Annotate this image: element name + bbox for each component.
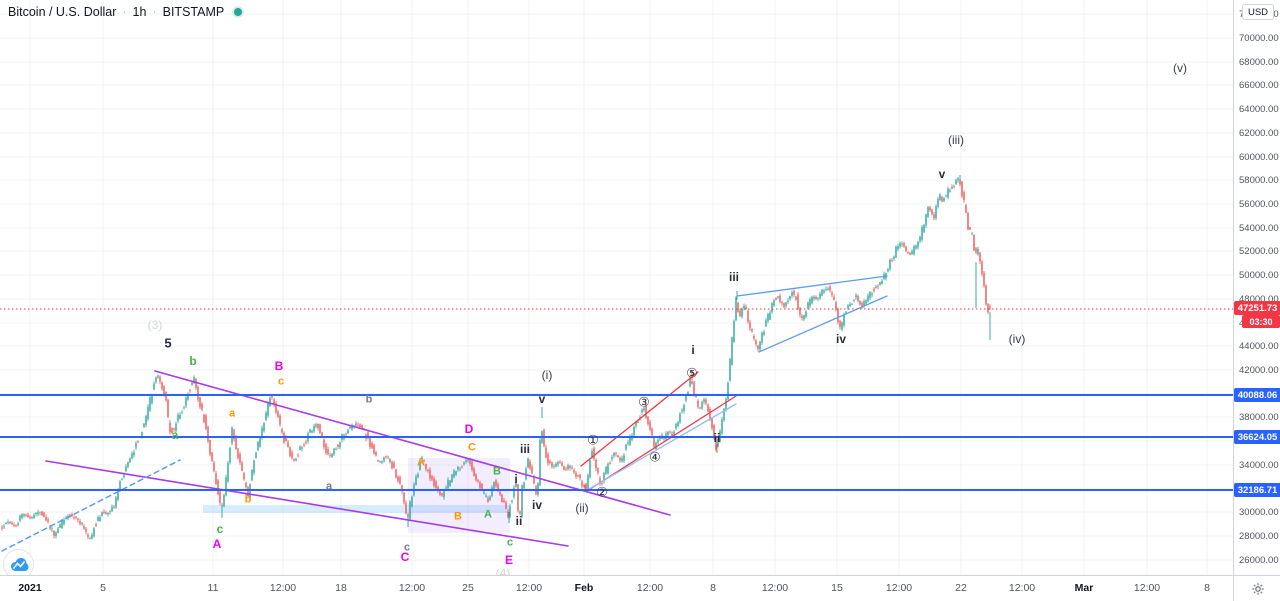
price-badge: 32186.71 <box>1234 483 1280 497</box>
price-axis[interactable]: 72000.0070000.0068000.0066000.0064000.00… <box>1233 0 1280 575</box>
tradingview-logo-button[interactable] <box>3 549 34 575</box>
price-tick-label: 60000.00 <box>1239 151 1279 163</box>
interval-label: 1h <box>132 5 147 19</box>
price-tick-label: 26000.00 <box>1239 554 1279 566</box>
price-badge: 47251.73 <box>1234 301 1280 315</box>
price-tick-label: 42000.00 <box>1239 364 1279 376</box>
time-tick-label: 8 <box>710 582 716 594</box>
time-tick-label: 15 <box>831 582 843 594</box>
candlestick-chart[interactable] <box>0 0 1233 575</box>
price-badge: 40088.06 <box>1234 388 1280 402</box>
price-tick-label: 52000.00 <box>1239 246 1279 258</box>
time-tick-label: 5 <box>100 582 106 594</box>
currency-toggle-button[interactable]: USD <box>1242 4 1274 20</box>
time-tick-label: 25 <box>462 582 474 594</box>
price-tick-label: 62000.00 <box>1239 127 1279 139</box>
price-tick-label: 48000.00 <box>1239 293 1279 305</box>
price-tick-label: 70000.00 <box>1239 33 1279 44</box>
time-tick-label: 12:00 <box>885 582 913 594</box>
price-tick-label: 68000.00 <box>1239 56 1279 68</box>
countdown-badge: 03:30 <box>1242 315 1280 328</box>
price-tick-label: 54000.00 <box>1239 222 1279 234</box>
symbol-legend[interactable]: Bitcoin / U.S. Dollar · 1h · BITSTAMP <box>8 5 243 19</box>
time-tick-label: 12:00 <box>398 582 426 594</box>
time-tick-label: 8 <box>1204 582 1210 594</box>
time-tick-label: 18 <box>335 582 347 594</box>
price-tick-label: 28000.00 <box>1239 530 1279 542</box>
time-tick-label: Mar <box>1074 582 1094 594</box>
price-tick-label: 56000.00 <box>1239 198 1279 210</box>
time-tick-label: 12:00 <box>761 582 789 594</box>
time-tick-label: 12:00 <box>1133 582 1161 594</box>
time-tick-label: Feb <box>574 582 594 594</box>
gear-icon[interactable] <box>1251 582 1265 596</box>
price-tick-label: 50000.00 <box>1239 270 1279 282</box>
time-tick-label: 22 <box>955 582 967 594</box>
price-tick-label: 44000.00 <box>1239 341 1279 353</box>
symbol-title: Bitcoin / U.S. Dollar <box>8 5 117 19</box>
market-status-dot-icon <box>234 8 243 16</box>
time-tick-label: 12:00 <box>636 582 664 594</box>
cloud-chart-icon <box>10 557 28 571</box>
price-badge: 36624.05 <box>1234 430 1280 444</box>
time-tick-label: 11 <box>207 582 219 594</box>
time-tick-label: 12:00 <box>515 582 543 594</box>
price-tick-label: 66000.00 <box>1239 80 1279 92</box>
time-tick-label: 2021 <box>18 582 42 594</box>
axis-settings-corner[interactable] <box>1233 575 1280 601</box>
legend-separator: · <box>122 5 127 19</box>
price-tick-label: 34000.00 <box>1239 459 1279 471</box>
price-tick-label: 30000.00 <box>1239 507 1279 519</box>
price-tick-label: 58000.00 <box>1239 175 1279 187</box>
legend-separator: · <box>152 5 157 19</box>
exchange-label: BITSTAMP <box>162 5 225 19</box>
time-axis[interactable]: 2021 5 11 12:00 18 12:00 25 12:00 Feb 12:00 8 12:00… <box>0 575 1233 601</box>
price-tick-label: 38000.00 <box>1239 412 1279 424</box>
time-tick-label: 12:00 <box>269 582 297 594</box>
time-tick-label: 12:00 <box>1008 582 1036 594</box>
price-tick-label: 64000.00 <box>1239 104 1279 116</box>
